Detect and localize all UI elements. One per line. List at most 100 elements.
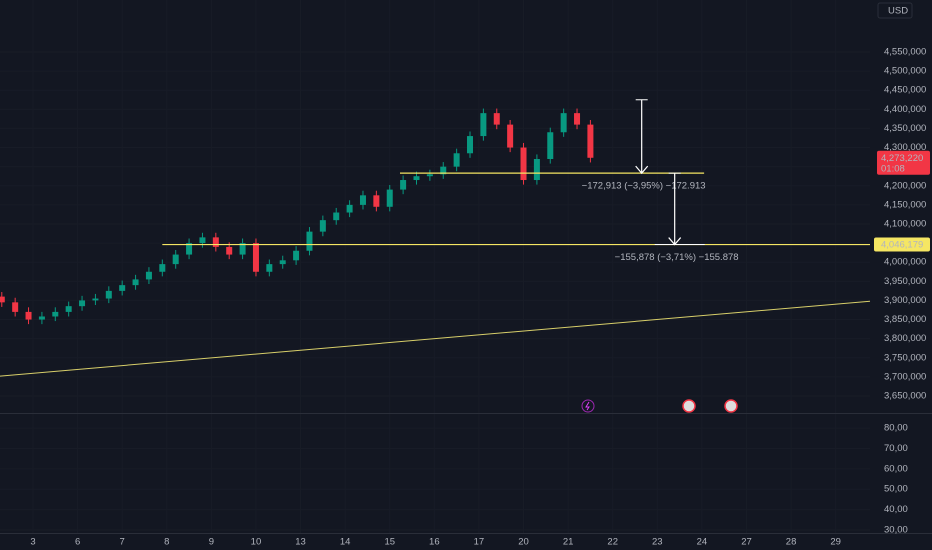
y-tick-label: 3,650,000: [884, 391, 926, 402]
candle-body: [25, 311, 32, 320]
y-tick-label: 4,150,000: [884, 199, 926, 210]
y-tick-label: 4,000,000: [884, 257, 926, 268]
measure-arrow: [668, 173, 682, 246]
currency-box[interactable]: [877, 2, 913, 19]
y-tick-label: 4,400,000: [884, 104, 926, 115]
x-tick-label: 7: [120, 537, 125, 548]
candle-body: [359, 195, 366, 205]
candle-body: [38, 316, 45, 320]
candle-body: [226, 246, 233, 255]
y2-tick-label: 80,00: [884, 423, 908, 434]
candle-body: [52, 311, 59, 317]
candle-body: [574, 113, 581, 125]
event-bolt: [585, 401, 590, 411]
x-tick-label: 8: [164, 537, 169, 548]
candle-body: [560, 113, 567, 133]
event-icons: [581, 399, 738, 413]
candle-body: [172, 254, 179, 265]
y-tick-label: 3,700,000: [884, 371, 926, 382]
measure-label: −155,878 (−3,71%) −155.878: [615, 252, 739, 263]
candle-body: [239, 243, 246, 255]
y2-tick-label: 40,00: [884, 504, 908, 515]
x-tick-label: 6: [75, 537, 80, 548]
candle-body: [132, 279, 139, 286]
x-tick-label: 13: [295, 537, 306, 548]
candle-body: [105, 290, 112, 299]
candle-body: [453, 153, 460, 167]
x-tick-label: 15: [384, 537, 395, 548]
candle-body: [533, 159, 540, 181]
x-tick-label: 10: [251, 537, 262, 548]
y2-tick-label: 30,00: [884, 524, 908, 535]
candle-body: [346, 204, 353, 213]
y-tick-label: 3,750,000: [884, 352, 926, 363]
measure-arrow: [635, 99, 649, 175]
y-tick-label: 4,550,000: [884, 46, 926, 57]
candle-body: [145, 271, 152, 280]
x-tick-label: 16: [429, 537, 440, 548]
candle-body: [92, 298, 99, 301]
candle-body: [293, 250, 300, 261]
x-tick-label: 22: [607, 537, 618, 548]
event-icon[interactable]: [724, 399, 738, 413]
x-tick-label: 21: [563, 537, 574, 548]
event-icon[interactable]: [581, 399, 595, 413]
candle-body: [400, 180, 407, 190]
candle-body: [467, 136, 474, 154]
candle-body: [266, 264, 273, 272]
x-tick-label: 20: [518, 537, 529, 548]
y-tick-label: 4,200,000: [884, 180, 926, 191]
y2-tick-label: 50,00: [884, 484, 908, 495]
y-tick-label: 4,500,000: [884, 66, 926, 77]
candle-body: [79, 300, 86, 307]
y-tick-label: 4,300,000: [884, 142, 926, 153]
x-tick-label: 3: [30, 537, 35, 548]
last-price-label: 4,273,220: [881, 153, 923, 164]
last-price-box: [877, 150, 930, 175]
y-tick-label: 3,850,000: [884, 314, 926, 325]
y-tick-label: 4,350,000: [884, 123, 926, 134]
candle-body: [119, 285, 126, 291]
y-tick-label: 4,450,000: [884, 85, 926, 96]
candle-body: [413, 176, 420, 181]
candle-body: [306, 231, 313, 251]
x-tick-label: 24: [697, 537, 708, 548]
x-tick-label: 27: [741, 537, 752, 548]
event-icon[interactable]: [682, 399, 696, 413]
candle-body: [440, 166, 447, 175]
candle-body: [333, 212, 340, 221]
candle-body: [212, 237, 219, 247]
countdown: 01:08: [881, 163, 905, 174]
candle-body: [252, 243, 259, 272]
trend-line: [0, 300, 871, 377]
candle-body: [493, 113, 500, 125]
candle-body: [279, 260, 286, 265]
x-tick-label: 28: [786, 537, 797, 548]
y-tick-label: 3,900,000: [884, 295, 926, 306]
candle-body: [480, 113, 487, 137]
candle-body: [159, 264, 166, 272]
x-tick-label: 17: [474, 537, 485, 548]
candle-body: [386, 189, 393, 207]
y-tick-label: 3,800,000: [884, 333, 926, 344]
candle-body: [587, 124, 594, 158]
candle-body: [186, 243, 193, 255]
candle-body: [507, 124, 514, 148]
candle-body: [373, 195, 380, 207]
x-tick-label: 14: [340, 537, 351, 548]
y2-tick-label: 60,00: [884, 463, 908, 474]
candle-body: [547, 132, 554, 160]
candle-body: [0, 296, 5, 303]
candle-body: [520, 147, 527, 181]
y-tick-label: 3,950,000: [884, 276, 926, 287]
candle-body: [199, 237, 206, 244]
measure-label: −172,913 (−3,95%) −172.913: [582, 181, 706, 192]
candle-body: [319, 220, 326, 232]
currency: USD: [888, 6, 908, 17]
x-tick-label: 29: [830, 537, 841, 548]
level-price-label: 4,046,179: [881, 240, 923, 251]
x-tick-label: 23: [652, 537, 663, 548]
level-price-box: [874, 237, 930, 252]
